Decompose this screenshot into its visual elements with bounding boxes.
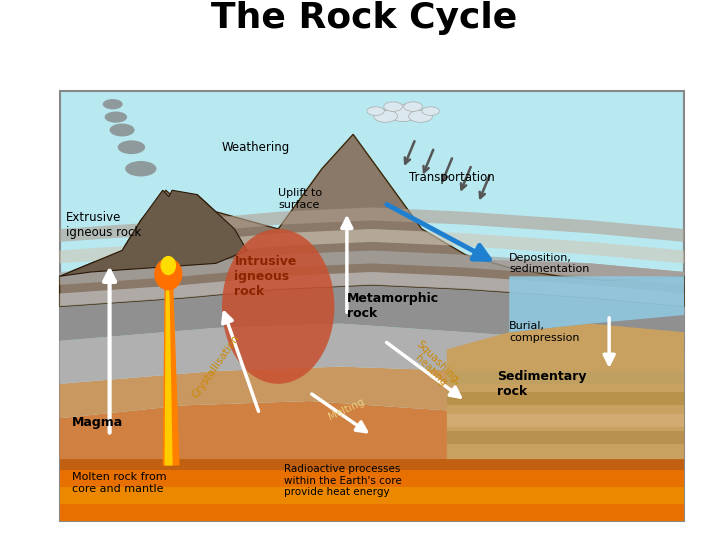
- Polygon shape: [60, 324, 684, 393]
- Polygon shape: [60, 251, 684, 285]
- Polygon shape: [447, 371, 684, 384]
- Polygon shape: [60, 91, 684, 521]
- Text: Weathering: Weathering: [222, 141, 290, 154]
- Ellipse shape: [373, 110, 397, 122]
- Ellipse shape: [154, 258, 182, 290]
- Title: The Rock Cycle: The Rock Cycle: [211, 2, 517, 35]
- Text: Metamorphic
rock: Metamorphic rock: [347, 293, 439, 321]
- Polygon shape: [157, 272, 180, 466]
- Ellipse shape: [384, 102, 403, 111]
- Ellipse shape: [105, 111, 127, 123]
- Polygon shape: [60, 229, 684, 263]
- Ellipse shape: [125, 161, 157, 176]
- Text: Crystallisation: Crystallisation: [190, 333, 241, 400]
- Polygon shape: [510, 276, 684, 332]
- Ellipse shape: [367, 107, 384, 115]
- Text: Squashing,
heating: Squashing, heating: [406, 339, 462, 395]
- Polygon shape: [162, 281, 173, 466]
- Ellipse shape: [408, 110, 432, 122]
- Polygon shape: [60, 207, 684, 242]
- Polygon shape: [60, 466, 684, 521]
- Polygon shape: [447, 324, 684, 459]
- Ellipse shape: [118, 140, 145, 154]
- Polygon shape: [447, 431, 684, 444]
- Polygon shape: [60, 401, 684, 459]
- Text: Molten rock from
core and mantle: Molten rock from core and mantle: [72, 472, 167, 494]
- Ellipse shape: [110, 123, 135, 136]
- Text: Extrusive
igneous rock: Extrusive igneous rock: [66, 211, 141, 239]
- Text: Burial,
compression: Burial, compression: [510, 322, 579, 343]
- Polygon shape: [60, 255, 684, 306]
- Polygon shape: [447, 414, 684, 427]
- Ellipse shape: [422, 107, 439, 115]
- Polygon shape: [60, 134, 684, 306]
- Ellipse shape: [160, 256, 176, 275]
- Text: Radioactive processes
within the Earth's core
provide heat energy: Radioactive processes within the Earth's…: [285, 464, 402, 497]
- Text: Magma: Magma: [72, 416, 123, 429]
- Text: Uplift to
surface: Uplift to surface: [278, 188, 323, 210]
- Text: Sedimentary
rock: Sedimentary rock: [496, 370, 586, 398]
- Ellipse shape: [386, 104, 420, 121]
- Polygon shape: [60, 285, 684, 349]
- Polygon shape: [60, 190, 247, 276]
- Text: Melting: Melting: [328, 397, 366, 422]
- Text: Deposition,
sedimentation: Deposition, sedimentation: [510, 253, 590, 274]
- Ellipse shape: [103, 99, 123, 109]
- Ellipse shape: [404, 102, 422, 111]
- Polygon shape: [60, 459, 684, 470]
- Polygon shape: [222, 229, 334, 384]
- Polygon shape: [447, 393, 684, 405]
- Text: Intrusive
igneous
rock: Intrusive igneous rock: [234, 255, 297, 298]
- Polygon shape: [60, 366, 684, 427]
- Text: Transportation: Transportation: [409, 171, 495, 184]
- Polygon shape: [60, 272, 684, 306]
- Polygon shape: [60, 487, 684, 505]
